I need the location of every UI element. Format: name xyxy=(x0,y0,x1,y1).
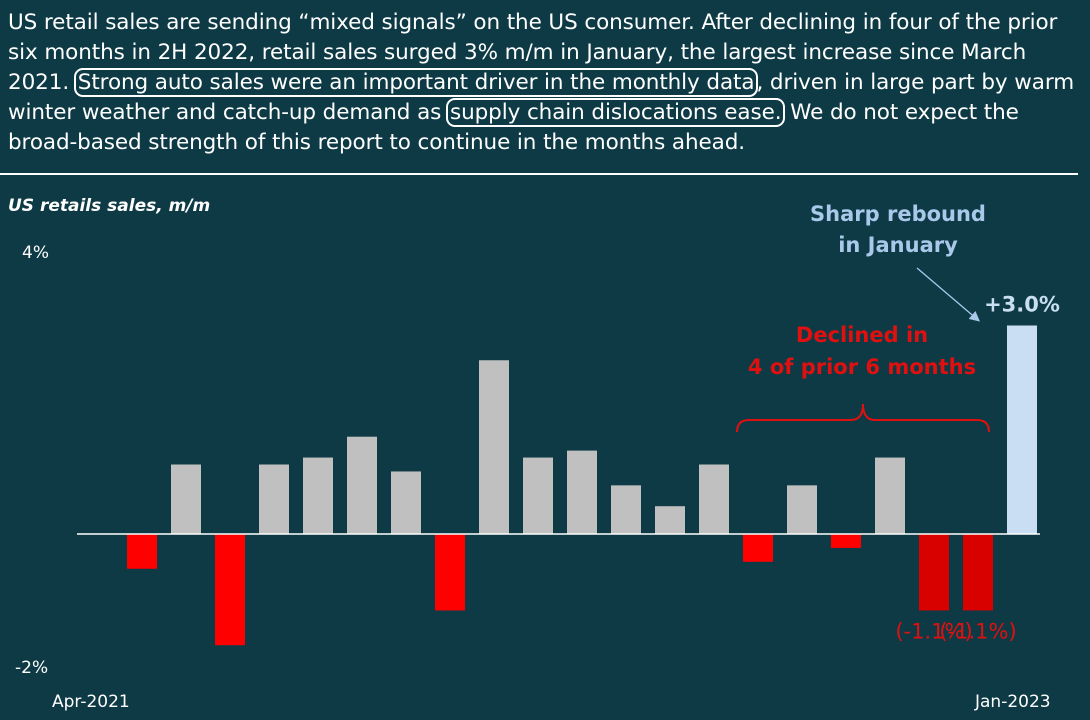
declined-bracket xyxy=(736,403,990,433)
bar-Oct-2021 xyxy=(347,436,377,534)
bar-Jan-2023 xyxy=(1007,325,1037,534)
bar-Sep-2022 xyxy=(831,534,861,548)
y-tick-top: 4% xyxy=(22,243,49,263)
rebound-annotation-line1: Sharp rebound xyxy=(810,202,986,226)
highlight-auto-sales: Strong auto sales were an important driv… xyxy=(73,68,759,97)
bar-Aug-2022 xyxy=(787,485,817,534)
bar-Sep-2021 xyxy=(303,457,333,534)
bar-Apr-2022 xyxy=(611,485,641,534)
bar-May-2021 xyxy=(127,534,157,569)
bar-Dec-2021 xyxy=(435,534,465,611)
bar-Nov-2022 xyxy=(919,534,949,611)
x-tick-last: Jan-2023 xyxy=(974,692,1051,712)
bar-Jul-2021 xyxy=(215,534,245,646)
intro-text-1: US retail sales are sending “mixed signa… xyxy=(8,10,1058,95)
bar-Jan-2022 xyxy=(479,360,509,534)
rebound-arrow xyxy=(916,267,980,322)
bar-Jul-2022 xyxy=(743,534,773,562)
data-label-Nov-2022: (-1.1%) xyxy=(895,619,972,643)
bar-Nov-2021 xyxy=(391,471,421,534)
declined-annotation-line2: 4 of prior 6 months xyxy=(748,355,976,379)
intro-paragraph: US retail sales are sending “mixed signa… xyxy=(8,8,1086,158)
bar-Jun-2022 xyxy=(699,464,729,534)
data-label-Dec-2022: (-1.1%) xyxy=(939,619,1016,643)
data-label-Jan-2023: +3.0% xyxy=(984,293,1060,317)
declined-annotation-line1: Declined in xyxy=(796,323,928,347)
chart-title: US retails sales, m/m xyxy=(8,196,210,216)
bar-Aug-2021 xyxy=(259,464,289,534)
bar-Jun-2021 xyxy=(171,464,201,534)
bar-Mar-2022 xyxy=(567,450,597,534)
bar-Dec-2022 xyxy=(963,534,993,611)
divider-line xyxy=(0,173,1078,175)
x-tick-first: Apr-2021 xyxy=(52,692,130,712)
bar-Oct-2022 xyxy=(875,457,905,534)
rebound-annotation-line2: in January xyxy=(838,233,958,257)
bar-Feb-2022 xyxy=(523,457,553,534)
bar-May-2022 xyxy=(655,506,685,534)
data-label-group: (-1.1%)(-1.1%) +3.0% xyxy=(895,293,1060,644)
intro-text-2: , driven in large part by warm winter we… xyxy=(8,70,1075,125)
y-tick-bottom: -2% xyxy=(15,658,48,678)
bar-group xyxy=(127,325,1037,646)
intro-text-3: We do not expect the broad-based strengt… xyxy=(8,100,1019,155)
highlight-supply-chain: supply chain dislocations ease. xyxy=(446,98,786,127)
